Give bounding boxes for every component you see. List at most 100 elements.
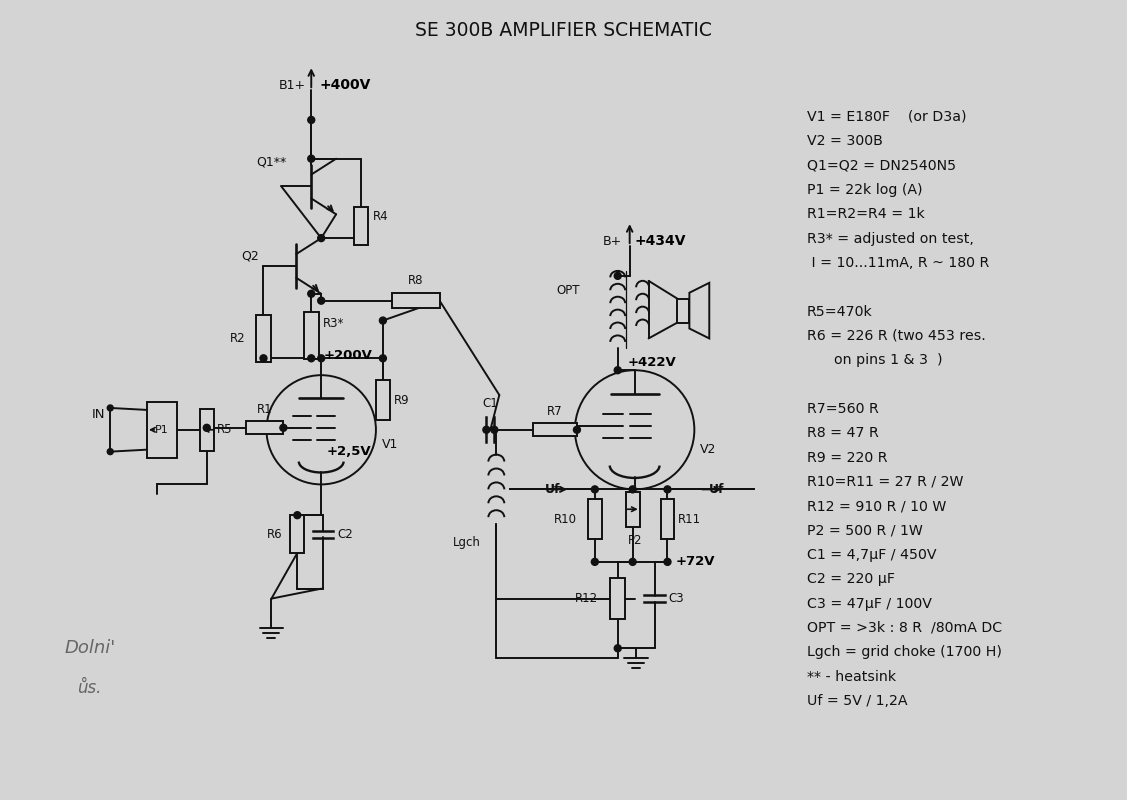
Text: IN: IN [91, 408, 105, 422]
Circle shape [491, 426, 498, 434]
Circle shape [107, 405, 113, 411]
Text: R6: R6 [267, 527, 283, 541]
Text: P1: P1 [156, 425, 169, 434]
Bar [291, 515, 304, 553]
Text: Uf: Uf [709, 483, 725, 496]
Text: R12 = 910 R / 10 W: R12 = 910 R / 10 W [807, 499, 947, 514]
Circle shape [664, 486, 671, 493]
Circle shape [614, 272, 621, 279]
Text: C2 = 220 μF: C2 = 220 μF [807, 572, 895, 586]
Bar [246, 422, 283, 434]
Text: ** - heatsink: ** - heatsink [807, 670, 896, 683]
Text: C3: C3 [668, 592, 684, 605]
Text: on pins 1 & 3  ): on pins 1 & 3 ) [807, 354, 942, 367]
Text: R6 = 226 R (two 453 res.: R6 = 226 R (two 453 res. [807, 329, 985, 343]
Circle shape [574, 426, 580, 434]
Text: R5=470k: R5=470k [807, 305, 872, 318]
Text: +422V: +422V [628, 356, 676, 369]
Text: I = 10...11mA, R ~ 180 R: I = 10...11mA, R ~ 180 R [807, 256, 990, 270]
Text: B+: B+ [603, 234, 622, 248]
Text: R9: R9 [393, 394, 409, 406]
Circle shape [629, 558, 636, 566]
Bar [677, 298, 690, 322]
Text: R10: R10 [554, 513, 577, 526]
Polygon shape [690, 283, 709, 338]
Text: V1: V1 [382, 438, 398, 451]
Circle shape [592, 558, 598, 566]
Bar [354, 207, 369, 245]
Text: R4: R4 [373, 210, 389, 222]
Text: Q1**: Q1** [257, 155, 286, 168]
Circle shape [614, 645, 621, 652]
Text: R8: R8 [408, 274, 424, 286]
Bar [610, 578, 625, 619]
Text: OPT: OPT [557, 284, 580, 298]
Text: Dolni': Dolni' [64, 639, 116, 658]
Circle shape [664, 558, 671, 566]
Text: R5: R5 [216, 423, 232, 436]
Text: R12: R12 [575, 592, 597, 605]
Text: Uf = 5V / 1,2A: Uf = 5V / 1,2A [807, 694, 907, 708]
Text: Q2: Q2 [241, 250, 259, 262]
Bar [256, 314, 270, 362]
Text: V2 = 300B: V2 = 300B [807, 134, 882, 148]
Text: R7=560 R: R7=560 R [807, 402, 879, 416]
Text: OPT = >3k : 8 R  /80mA DC: OPT = >3k : 8 R /80mA DC [807, 621, 1002, 635]
Text: R7: R7 [548, 405, 562, 418]
Text: +72V: +72V [675, 555, 715, 568]
Bar [376, 380, 390, 420]
Text: Uf: Uf [544, 483, 560, 496]
Bar [660, 499, 674, 539]
Bar [392, 294, 440, 308]
Text: P2 = 500 R / 1W: P2 = 500 R / 1W [807, 523, 923, 538]
Text: C1 = 4,7μF / 450V: C1 = 4,7μF / 450V [807, 548, 937, 562]
Text: R1: R1 [257, 403, 273, 416]
Circle shape [482, 426, 490, 434]
Bar [625, 492, 640, 526]
Circle shape [308, 290, 314, 298]
Text: B1+: B1+ [279, 78, 307, 92]
Circle shape [380, 355, 387, 362]
Circle shape [629, 486, 636, 493]
Text: V2: V2 [700, 443, 717, 456]
Circle shape [308, 155, 314, 162]
Text: R8 = 47 R: R8 = 47 R [807, 426, 879, 440]
Text: +434V: +434V [635, 234, 686, 248]
Circle shape [203, 424, 211, 431]
Text: SE 300B AMPLIFIER SCHEMATIC: SE 300B AMPLIFIER SCHEMATIC [415, 21, 711, 40]
Circle shape [279, 424, 287, 431]
Circle shape [575, 370, 694, 490]
Bar [304, 312, 319, 359]
Circle shape [380, 317, 387, 324]
Text: +2,5V: +2,5V [326, 445, 371, 458]
Circle shape [294, 512, 301, 518]
Circle shape [592, 486, 598, 493]
Circle shape [266, 375, 376, 485]
Text: ůs.: ůs. [78, 679, 101, 697]
Bar [147, 402, 177, 458]
Text: R3*: R3* [323, 317, 345, 330]
Text: R10=R11 = 27 R / 2W: R10=R11 = 27 R / 2W [807, 475, 964, 489]
Circle shape [308, 355, 314, 362]
Circle shape [260, 355, 267, 362]
Circle shape [318, 355, 325, 362]
Text: R11: R11 [677, 513, 701, 526]
Text: C2: C2 [337, 527, 353, 541]
Circle shape [308, 117, 314, 123]
Circle shape [614, 366, 621, 374]
Circle shape [107, 449, 113, 454]
Text: +400V: +400V [319, 78, 371, 92]
Text: Lgch: Lgch [453, 535, 480, 549]
Bar [199, 409, 214, 450]
Text: P1 = 22k log (A): P1 = 22k log (A) [807, 183, 922, 197]
Text: C3 = 47μF / 100V: C3 = 47μF / 100V [807, 597, 932, 610]
Text: R9 = 220 R: R9 = 220 R [807, 450, 887, 465]
Circle shape [318, 234, 325, 242]
Circle shape [318, 298, 325, 304]
Text: Lgch = grid choke (1700 H): Lgch = grid choke (1700 H) [807, 646, 1002, 659]
Text: R2: R2 [230, 332, 246, 345]
Text: V1 = E180F    (or D3a): V1 = E180F (or D3a) [807, 110, 966, 124]
Text: +200V: +200V [323, 349, 372, 362]
Text: P2: P2 [628, 534, 642, 547]
Text: Q1=Q2 = DN2540N5: Q1=Q2 = DN2540N5 [807, 158, 956, 173]
